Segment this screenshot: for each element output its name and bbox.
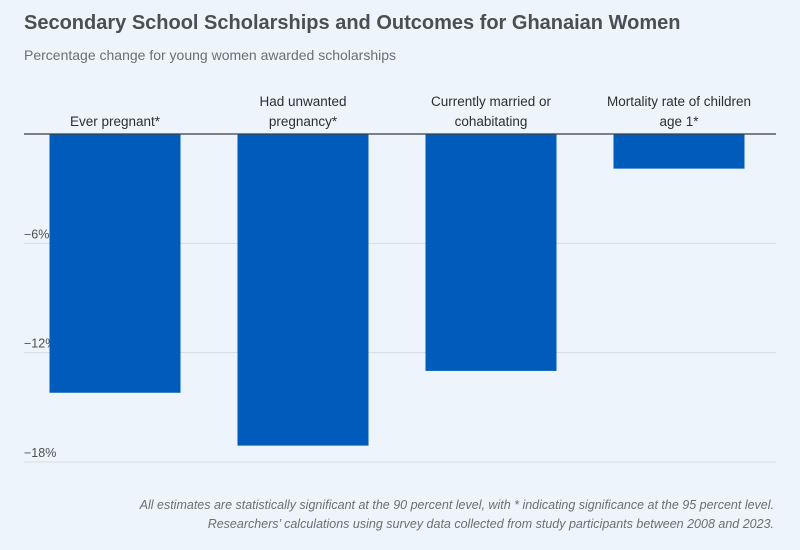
y-tick-label: −6%	[24, 227, 49, 241]
chart-subtitle: Percentage change for young women awarde…	[24, 47, 397, 63]
category-label: cohabitating	[455, 114, 528, 129]
bar-chart: −6% −12% −18% Ever pregnant* Had unwanted pre…	[24, 94, 776, 463]
chart-title: Secondary School Scholarships and Outcom…	[24, 12, 681, 34]
y-tick-label: −18%	[24, 446, 56, 460]
bar	[613, 134, 745, 169]
footnote-source: Researchers’ calculations using survey d…	[207, 517, 774, 531]
category-label: Currently married or	[431, 94, 552, 109]
bar	[425, 134, 557, 371]
bar	[49, 134, 181, 393]
category-label: Mortality rate of children	[607, 94, 751, 109]
footnote-significance: All estimates are statistically signific…	[139, 498, 774, 512]
category-label: age 1*	[659, 114, 699, 129]
category-label: Ever pregnant*	[70, 114, 161, 129]
bar	[237, 134, 369, 446]
y-tick-label: −12%	[24, 337, 56, 351]
category-label: Had unwanted	[259, 94, 346, 109]
footnote: All estimates are statistically signific…	[14, 496, 774, 534]
category-label: pregnancy*	[269, 114, 338, 129]
